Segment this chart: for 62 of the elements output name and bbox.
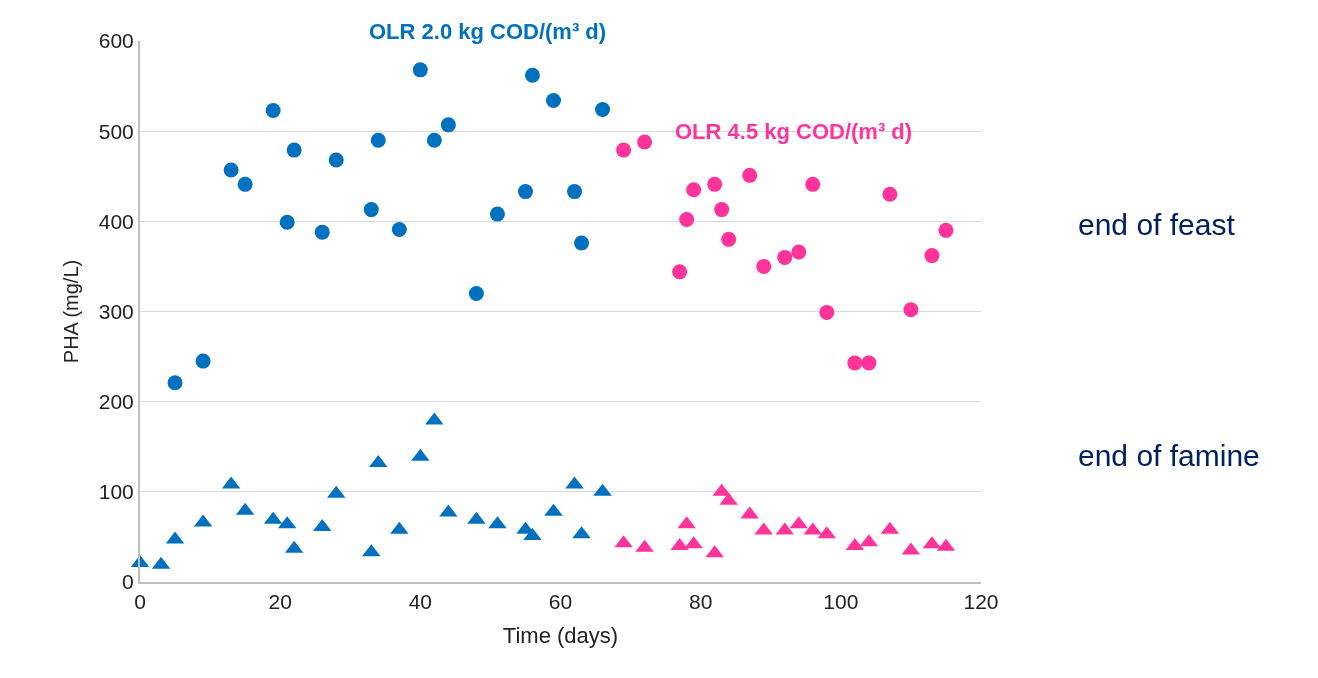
point	[847, 355, 863, 371]
point	[517, 184, 533, 200]
y-tick-label: 200	[98, 390, 134, 414]
point	[468, 285, 484, 301]
point	[370, 132, 386, 148]
point	[616, 142, 632, 158]
text: end of feast	[1078, 208, 1236, 241]
y-tick-label: 100	[98, 480, 134, 504]
point	[440, 117, 456, 133]
point	[279, 214, 295, 230]
text: end of famine	[1078, 439, 1260, 472]
point	[861, 355, 877, 371]
point	[567, 184, 583, 200]
point	[265, 102, 281, 118]
y-tick-label: 500	[98, 119, 134, 143]
point	[672, 264, 688, 280]
point	[686, 182, 702, 198]
point	[574, 235, 590, 251]
point	[637, 134, 653, 150]
y-tick-label: 600	[98, 29, 134, 53]
y-tick-label: 400	[98, 209, 134, 233]
point	[819, 304, 835, 320]
point	[286, 142, 302, 158]
x-tick-label: 100	[823, 590, 859, 614]
point	[924, 248, 940, 264]
point	[707, 176, 723, 192]
x-tick-label: 40	[408, 590, 433, 614]
point	[595, 102, 611, 118]
y-tick-label: 0	[122, 570, 134, 594]
point	[237, 176, 253, 192]
point	[328, 152, 344, 168]
y-axis-title: PHA (mg/L)	[59, 259, 82, 364]
point	[489, 206, 505, 222]
point	[714, 202, 730, 218]
point	[791, 244, 807, 260]
point	[938, 222, 954, 238]
x-tick-label: 60	[548, 590, 573, 614]
x-tick-label: 20	[268, 590, 292, 614]
point	[426, 132, 442, 148]
point	[742, 167, 758, 183]
point	[412, 62, 428, 78]
y-tick-label: 300	[98, 299, 134, 323]
point	[777, 249, 793, 265]
point	[805, 176, 821, 192]
series-label: OLR 4.5 kg COD/(m³ d)	[675, 119, 913, 144]
point	[314, 224, 330, 240]
point	[903, 302, 919, 318]
x-tick-label: 80	[688, 590, 713, 614]
point	[546, 93, 561, 108]
point	[679, 212, 695, 228]
point	[882, 186, 898, 202]
point	[524, 67, 540, 83]
x-axis-title: Time (days)	[502, 622, 619, 648]
point	[167, 375, 183, 391]
x-tick-label: 120	[963, 590, 999, 614]
point	[756, 258, 772, 274]
text: OLR 2.0 kg COD/(m³ d)	[369, 19, 607, 44]
point	[721, 231, 737, 247]
point	[363, 202, 379, 218]
point	[223, 162, 239, 178]
point	[391, 221, 407, 237]
point	[195, 353, 211, 369]
